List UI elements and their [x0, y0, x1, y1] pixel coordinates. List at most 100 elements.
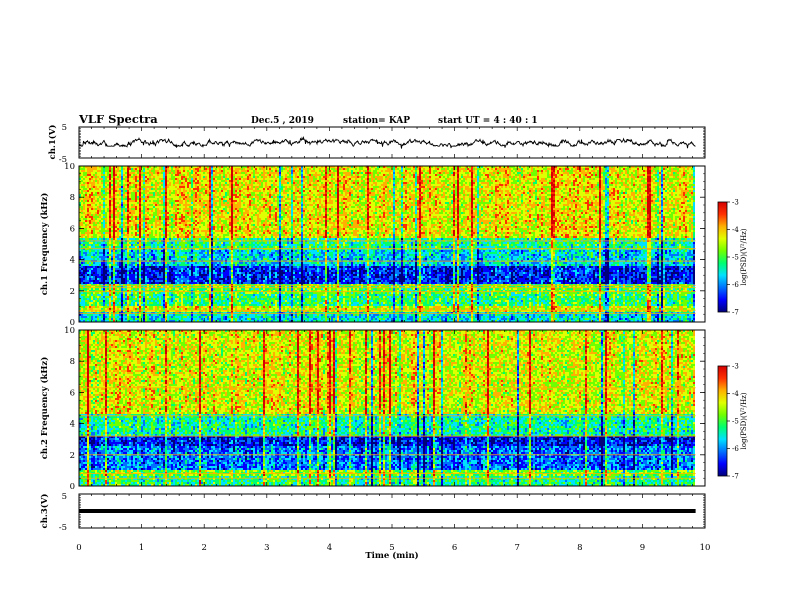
- spectrogram-cell: [445, 188, 449, 190]
- spectrogram-cell: [449, 172, 451, 174]
- spectrogram-cell: [299, 182, 301, 184]
- spectrogram-cell: [427, 170, 429, 172]
- spectrogram-cell: [319, 188, 321, 190]
- spectrogram-cell: [81, 184, 85, 186]
- spectrogram-cell: [527, 176, 537, 178]
- spectrogram-cell: [291, 172, 293, 174]
- spectrogram-cell: [117, 168, 119, 170]
- spectrogram-cell: [137, 184, 139, 186]
- spectrogram-cell: [341, 176, 343, 178]
- spectrogram-cell: [343, 190, 347, 192]
- spectrogram-cell: [525, 190, 529, 192]
- spectrogram-cell: [441, 184, 445, 186]
- spectrogram-cell: [327, 188, 329, 190]
- spectrogram-cell: [455, 190, 457, 192]
- spectrogram-cell: [145, 186, 153, 188]
- spectrogram-cell: [607, 188, 609, 190]
- spectrogram-cell: [119, 174, 121, 176]
- spectrogram-cell: [229, 178, 231, 180]
- spectrogram-cell: [423, 190, 425, 192]
- spectrogram-cell: [583, 174, 585, 176]
- spectrogram-cell: [225, 174, 227, 176]
- spectrogram-cell: [235, 168, 241, 170]
- spectrogram-cell: [279, 192, 281, 194]
- spectrogram-cell: [611, 178, 613, 180]
- spectrogram-cell: [659, 170, 661, 172]
- spectrogram-cell: [183, 190, 187, 192]
- spectrogram-cell: [249, 180, 251, 182]
- spectrogram-cell: [395, 170, 399, 172]
- spectrogram-cell: [209, 174, 211, 176]
- spectrogram-cell: [597, 188, 599, 190]
- spectrogram-cell: [271, 176, 273, 178]
- spectrogram-cell: [581, 180, 583, 182]
- spectrogram-cell: [277, 190, 279, 192]
- spectrogram-cell: [335, 178, 337, 180]
- spectrogram-cell: [653, 186, 655, 188]
- spectrogram-cell: [187, 190, 189, 192]
- spectrogram-cell: [317, 186, 319, 188]
- spectrogram-cell: [637, 186, 639, 188]
- spectrogram-cell: [523, 172, 527, 174]
- spectrogram-cell: [319, 192, 325, 194]
- spectrogram-cell: [299, 168, 301, 170]
- spectrogram-cell: [511, 186, 513, 188]
- spectrogram-cell: [409, 172, 411, 174]
- spectrogram-cell: [273, 182, 275, 184]
- spectrogram-cell: [297, 174, 299, 176]
- spectrogram-cell: [331, 180, 333, 182]
- spectrogram-cell: [427, 184, 431, 186]
- spectrogram-cell: [337, 178, 339, 180]
- spectrogram-cell: [427, 182, 429, 184]
- spectrogram-cell: [175, 178, 177, 180]
- spectrogram-cell: [343, 186, 345, 188]
- spectrogram-cell: [595, 178, 599, 180]
- spectrogram-cell: [365, 172, 367, 174]
- spectrogram-cell: [683, 174, 685, 176]
- spectrogram-cell: [111, 188, 113, 190]
- spectrogram-cell: [671, 188, 673, 190]
- spectrogram-cell: [287, 182, 289, 184]
- spectrogram-cell: [279, 172, 281, 174]
- spectrogram-cell: [537, 188, 541, 190]
- spectrogram-cell: [653, 190, 655, 192]
- spectrogram-cell: [255, 180, 257, 182]
- spectrogram-cell: [565, 180, 571, 182]
- spectrogram-cell: [681, 190, 689, 192]
- spectrogram-cell: [471, 174, 473, 176]
- spectrogram-cell: [111, 170, 113, 172]
- spectrogram-cell: [461, 178, 463, 180]
- spectrogram-cell: [599, 188, 601, 190]
- spectrogram-cell: [145, 172, 147, 174]
- spectrogram-cell: [653, 172, 655, 174]
- spectrogram-cell: [281, 174, 285, 176]
- spectrogram-cell: [209, 176, 211, 178]
- spectrogram-cell: [283, 176, 285, 178]
- spectrogram-cell: [419, 182, 421, 184]
- spectrogram-cell: [87, 176, 91, 178]
- spectrogram-cell: [229, 184, 231, 186]
- spectrogram-cell: [265, 188, 267, 190]
- spectrogram-cell: [577, 170, 579, 172]
- spectrogram-cell: [393, 182, 395, 184]
- spectrogram-cell: [637, 190, 639, 192]
- spectrogram-cell: [601, 170, 603, 172]
- spectrogram-cell: [445, 184, 447, 186]
- spectrogram-cell: [109, 168, 111, 170]
- spectrogram-cell: [129, 190, 133, 192]
- spectrogram-cell: [323, 170, 325, 172]
- spectrogram-cell: [87, 174, 91, 176]
- spectrogram-cell: [321, 180, 325, 182]
- spectrogram-cell: [419, 188, 421, 190]
- spectrogram-cell: [317, 172, 321, 174]
- spectrogram-cell: [285, 178, 287, 180]
- spectrogram-cell: [517, 170, 521, 172]
- spectrogram-cell: [385, 186, 387, 188]
- spectrogram-cell: [351, 186, 353, 188]
- spectrogram-cell: [185, 182, 187, 184]
- spectrogram-cell: [691, 176, 693, 178]
- spectrogram-cell: [289, 168, 291, 170]
- spectrogram-cell: [99, 188, 101, 190]
- spectrogram-cell: [225, 180, 227, 182]
- spectrogram-cell: [445, 168, 447, 170]
